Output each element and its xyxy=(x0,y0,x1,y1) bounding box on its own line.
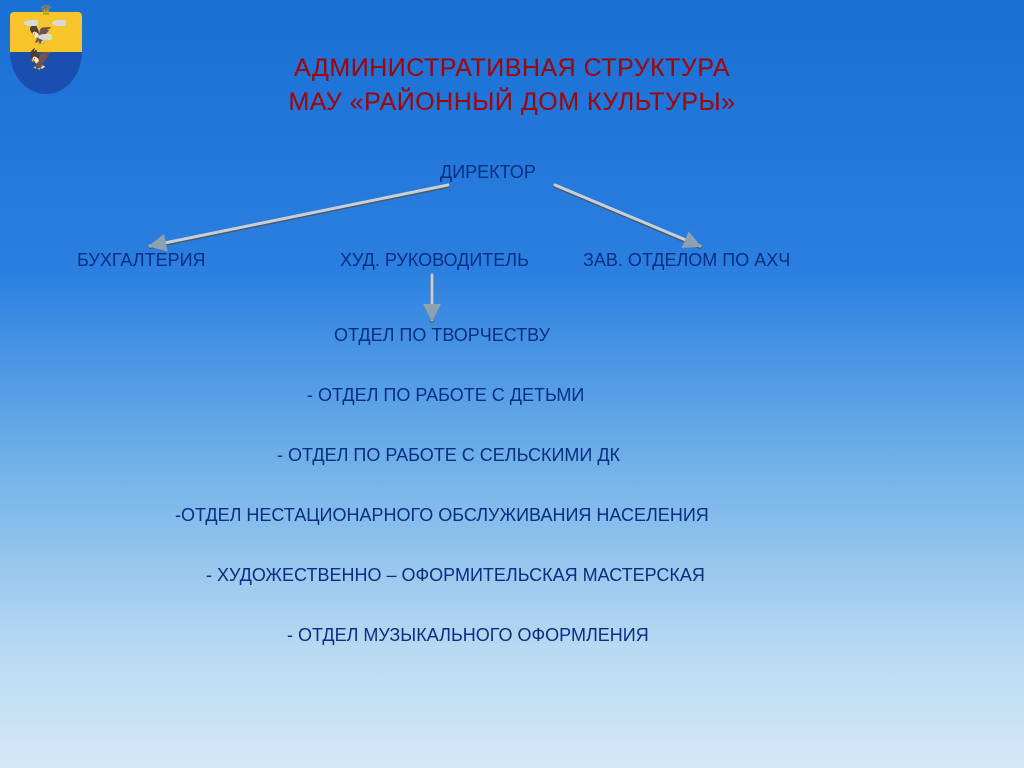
org-node-accounting: БУХГАЛТЕРИЯ xyxy=(77,250,206,271)
org-node-nonstat: -ОТДЕЛ НЕСТАЦИОНАРНОГО ОБСЛУЖИВАНИЯ НАСЕ… xyxy=(175,505,709,526)
arrow-1 xyxy=(555,185,700,246)
org-node-art_head: ХУД. РУКОВОДИТЕЛЬ xyxy=(340,250,529,271)
org-node-director: ДИРЕКТОР xyxy=(440,162,536,183)
org-node-children: - ОТДЕЛ ПО РАБОТЕ С ДЕТЬМИ xyxy=(307,385,584,406)
arrow-0 xyxy=(150,185,448,246)
org-node-ahc_head: ЗАВ. ОТДЕЛОМ ПО АХЧ xyxy=(583,250,790,271)
fish-icon xyxy=(24,20,38,26)
title-line-1: АДМИНИСТРАТИВНАЯ СТРУКТУРА xyxy=(0,52,1024,86)
fish-icon xyxy=(52,20,66,26)
org-node-creative: ОТДЕЛ ПО ТВОРЧЕСТВУ xyxy=(334,325,550,346)
slide-title: АДМИНИСТРАТИВНАЯ СТРУКТУРА МАУ «РАЙОННЫЙ… xyxy=(0,52,1024,120)
crown-icon: ♛ xyxy=(40,2,53,19)
org-node-rural: - ОТДЕЛ ПО РАБОТЕ С СЕЛЬСКИМИ ДК xyxy=(277,445,620,466)
title-line-2: МАУ «РАЙОННЫЙ ДОМ КУЛЬТУРЫ» xyxy=(0,86,1024,120)
slide: ♛ 🦅🦅 АДМИНИСТРАТИВНАЯ СТРУКТУРА МАУ «РАЙ… xyxy=(0,0,1024,768)
fish-icon xyxy=(38,34,52,40)
org-node-art_shop: - ХУДОЖЕСТВЕННО – ОФОРМИТЕЛЬСКАЯ МАСТЕРС… xyxy=(206,565,705,586)
org-node-music: - ОТДЕЛ МУЗЫКАЛЬНОГО ОФОРМЛЕНИЯ xyxy=(287,625,649,646)
